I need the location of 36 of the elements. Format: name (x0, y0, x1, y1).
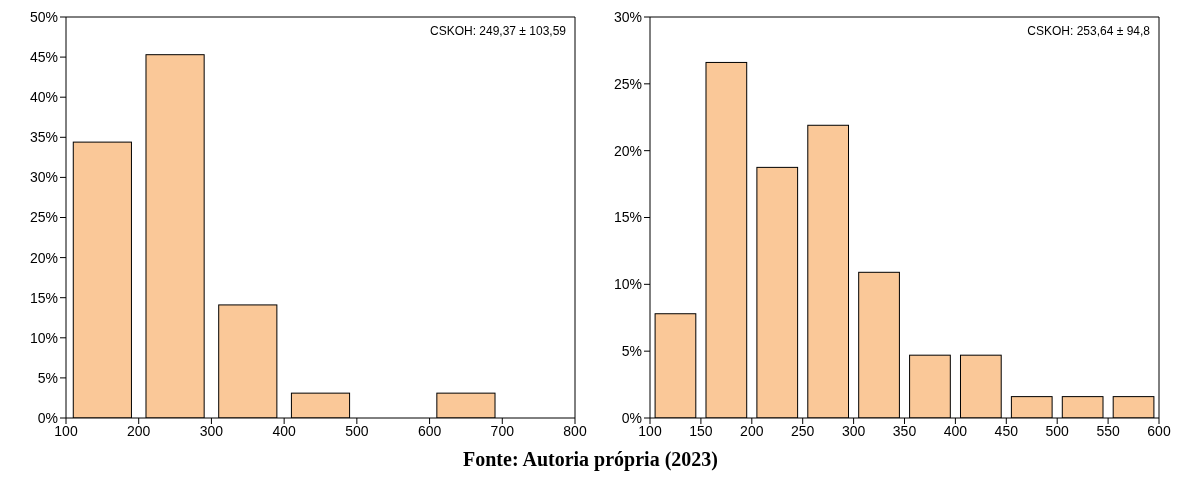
y-tick-label: 35% (29, 129, 58, 146)
y-tick-label: 30% (29, 169, 58, 186)
x-tick-label: 800 (563, 422, 587, 439)
y-tick-label: 25% (613, 75, 642, 92)
source-note: Fonte: Autoria própria (2023) (462, 448, 719, 471)
x-tick-label: 150 (689, 422, 713, 439)
x-tick-label: 350 (892, 422, 917, 439)
x-tick-label: 300 (841, 422, 866, 439)
x-tick-label: 500 (345, 422, 369, 439)
x-tick-label: 450 (994, 422, 1019, 439)
annotation: CSKOH: 249,37 ± 103,59 (429, 24, 566, 38)
x-tick-label: 250 (791, 422, 815, 439)
y-tick-label: 45% (29, 49, 58, 66)
x-tick-label: 600 (1147, 422, 1171, 439)
x-tick-label: 200 (740, 422, 764, 439)
y-tick-label: 5% (621, 343, 642, 360)
y-tick-label: 10% (613, 276, 642, 293)
x-tick-label: 200 (127, 422, 151, 439)
x-tick-label: 500 (1045, 422, 1070, 439)
x-tick-label: 550 (1096, 422, 1120, 439)
x-tick-label: 600 (417, 422, 442, 439)
x-tick-label: 400 (943, 422, 968, 439)
y-tick-label: 10% (29, 329, 58, 346)
x-tick-label: 300 (199, 422, 224, 439)
annotation: CSKOH: 253,64 ± 94,8 (1027, 24, 1150, 38)
y-tick-label: 40% (29, 89, 58, 106)
x-tick-label: 700 (490, 422, 515, 439)
y-tick-label: 15% (29, 289, 58, 306)
y-tick-label: 25% (29, 209, 58, 226)
y-tick-label: 5% (37, 369, 58, 386)
y-tick-label: 20% (29, 249, 58, 266)
y-tick-label: 50% (29, 8, 58, 25)
y-tick-label: 20% (613, 142, 642, 159)
y-tick-label: 15% (613, 209, 642, 226)
y-tick-label: 30% (613, 8, 642, 25)
x-tick-label: 400 (272, 422, 297, 439)
